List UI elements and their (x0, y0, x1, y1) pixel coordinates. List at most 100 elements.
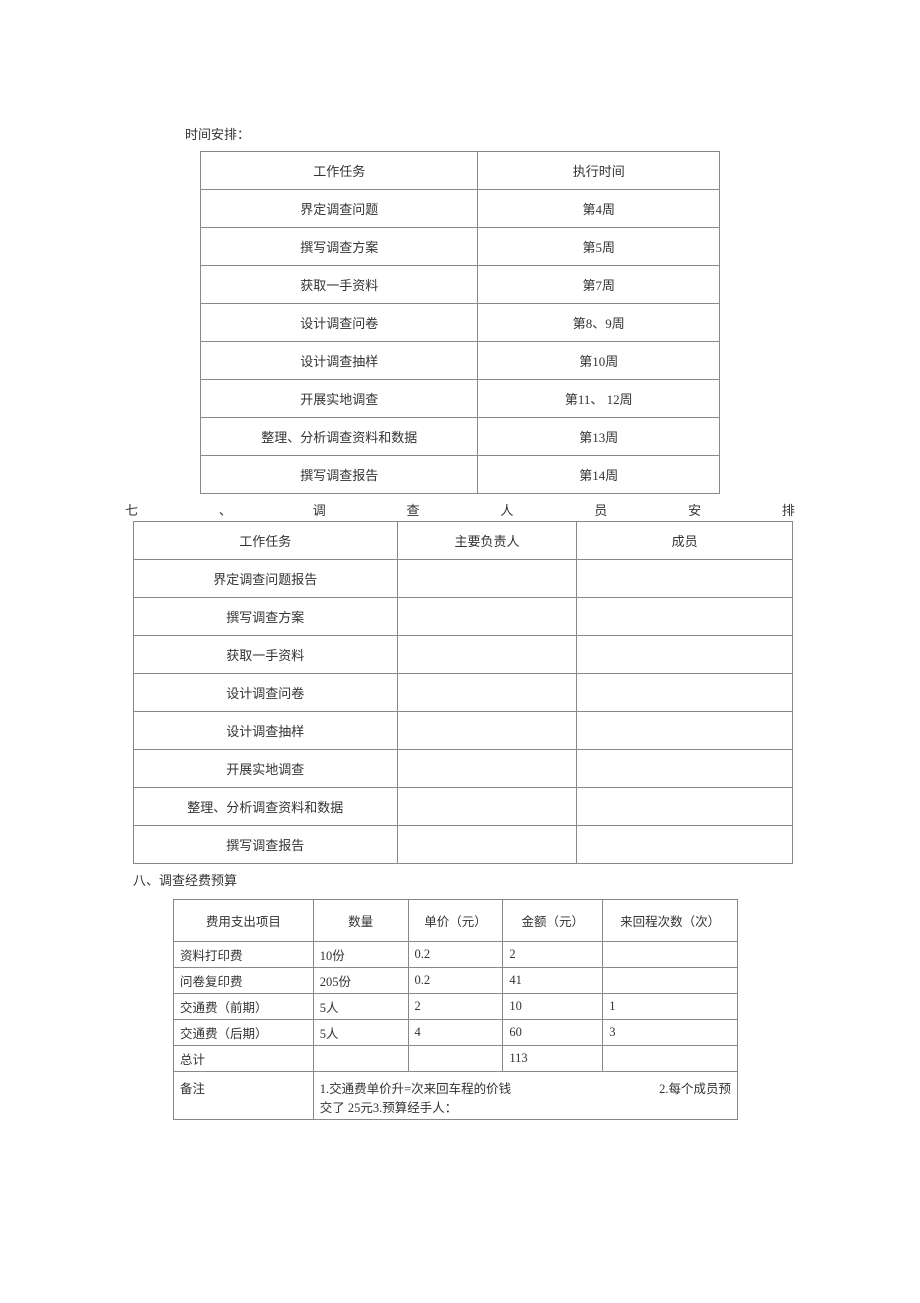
cell: 整理、分析调查资料和数据 (134, 788, 398, 826)
char: 查 (407, 500, 420, 519)
cell: 设计调查抽样 (134, 712, 398, 750)
char: 人 (500, 500, 513, 519)
char: 安 (688, 500, 701, 519)
schedule-table: 工作任务 执行时间 界定调查问题第4周 撰写调查方案第5周 获取一手资料第7周 … (200, 151, 720, 494)
table-row: 撰写调查报告 (134, 826, 793, 864)
table-row: 撰写调查报告第14周 (201, 456, 720, 494)
cell (397, 712, 577, 750)
cell: 4 (408, 1020, 503, 1046)
table-row: 资料打印费10份0.22 (174, 942, 738, 968)
char: 调 (313, 500, 326, 519)
cell (577, 674, 793, 712)
cell: 2 (408, 994, 503, 1020)
personnel-table: 工作任务 主要负责人 成员 界定调查问题报告 撰写调查方案 获取一手资料 设计调… (133, 521, 793, 864)
table-row: 整理、分析调查资料和数据 (134, 788, 793, 826)
cell (397, 598, 577, 636)
budget-table: 费用支出项目 数量 单价（元） 金额（元） 来回程次数（次） 资料打印费10份0… (173, 899, 738, 1120)
col-unit: 单价（元） (408, 900, 503, 942)
cell (577, 712, 793, 750)
cell (397, 636, 577, 674)
cell: 第14周 (478, 456, 720, 494)
cell: 第13周 (478, 418, 720, 456)
note-part2: 2.每个成员预 (659, 1078, 731, 1097)
cell (397, 560, 577, 598)
table-row: 界定调查问题第4周 (201, 190, 720, 228)
cell: 0.2 (408, 968, 503, 994)
cell-note-content: 1.交通费单价升=次来回车程的价钱 2.每个成员预 交了 25元3.预算经手人： (313, 1072, 737, 1120)
cell: 205份 (313, 968, 408, 994)
col-member: 成员 (577, 522, 793, 560)
table-row-note: 备注 1.交通费单价升=次来回车程的价钱 2.每个成员预 交了 25元3.预算经… (174, 1072, 738, 1120)
cell (408, 1046, 503, 1072)
col-trips: 来回程次数（次） (603, 900, 738, 942)
cell: 问卷复印费 (174, 968, 314, 994)
cell: 0.2 (408, 942, 503, 968)
cell (397, 750, 577, 788)
cell: 3 (603, 1020, 738, 1046)
char: 员 (594, 500, 607, 519)
schedule-heading: 时间安排： (185, 124, 795, 143)
cell: 第7周 (478, 266, 720, 304)
cell: 资料打印费 (174, 942, 314, 968)
note-part3: 交了 25元3.预算经手人： (320, 1097, 731, 1116)
cell: 设计调查问卷 (201, 304, 478, 342)
cell: 界定调查问题报告 (134, 560, 398, 598)
cell (603, 942, 738, 968)
table-row: 开展实地调查第11、 12周 (201, 380, 720, 418)
table-header-row: 工作任务 主要负责人 成员 (134, 522, 793, 560)
col-time: 执行时间 (478, 152, 720, 190)
char: 、 (219, 500, 232, 519)
cell: 第11、 12周 (478, 380, 720, 418)
cell: 界定调查问题 (201, 190, 478, 228)
cell: 开展实地调查 (134, 750, 398, 788)
table-row: 获取一手资料 (134, 636, 793, 674)
cell (577, 788, 793, 826)
table-row: 交通费（前期）5人2101 (174, 994, 738, 1020)
cell: 10份 (313, 942, 408, 968)
table-row: 撰写调查方案 (134, 598, 793, 636)
col-leader: 主要负责人 (397, 522, 577, 560)
table-row: 获取一手资料第7周 (201, 266, 720, 304)
cell: 撰写调查方案 (201, 228, 478, 266)
table-row: 设计调查抽样第10周 (201, 342, 720, 380)
table-row: 设计调查问卷第8、9周 (201, 304, 720, 342)
cell: 第10周 (478, 342, 720, 380)
cell (577, 560, 793, 598)
cell: 获取一手资料 (134, 636, 398, 674)
table-row: 交通费（后期）5人4603 (174, 1020, 738, 1046)
cell: 2 (503, 942, 603, 968)
col-task: 工作任务 (201, 152, 478, 190)
cell: 撰写调查报告 (134, 826, 398, 864)
col-item: 费用支出项目 (174, 900, 314, 942)
table-row-total: 总计113 (174, 1046, 738, 1072)
cell: 5人 (313, 994, 408, 1020)
cell: 第8、9周 (478, 304, 720, 342)
cell (603, 1046, 738, 1072)
cell: 60 (503, 1020, 603, 1046)
cell: 整理、分析调查资料和数据 (201, 418, 478, 456)
char: 排 (782, 500, 795, 519)
cell: 设计调查问卷 (134, 674, 398, 712)
cell: 第5周 (478, 228, 720, 266)
cell: 开展实地调查 (201, 380, 478, 418)
cell (577, 598, 793, 636)
cell (397, 788, 577, 826)
table-row: 开展实地调查 (134, 750, 793, 788)
cell: 10 (503, 994, 603, 1020)
cell: 1 (603, 994, 738, 1020)
cell (397, 674, 577, 712)
table-row: 撰写调查方案第5周 (201, 228, 720, 266)
cell: 获取一手资料 (201, 266, 478, 304)
table-header-row: 工作任务 执行时间 (201, 152, 720, 190)
cell: 41 (503, 968, 603, 994)
char: 七 (125, 500, 138, 519)
cell (313, 1046, 408, 1072)
cell: 撰写调查方案 (134, 598, 398, 636)
cell-note-label: 备注 (174, 1072, 314, 1120)
cell: 交通费（前期） (174, 994, 314, 1020)
cell (577, 750, 793, 788)
cell (577, 826, 793, 864)
note-part1: 1.交通费单价升=次来回车程的价钱 (320, 1078, 511, 1097)
cell (577, 636, 793, 674)
table-row: 界定调查问题报告 (134, 560, 793, 598)
